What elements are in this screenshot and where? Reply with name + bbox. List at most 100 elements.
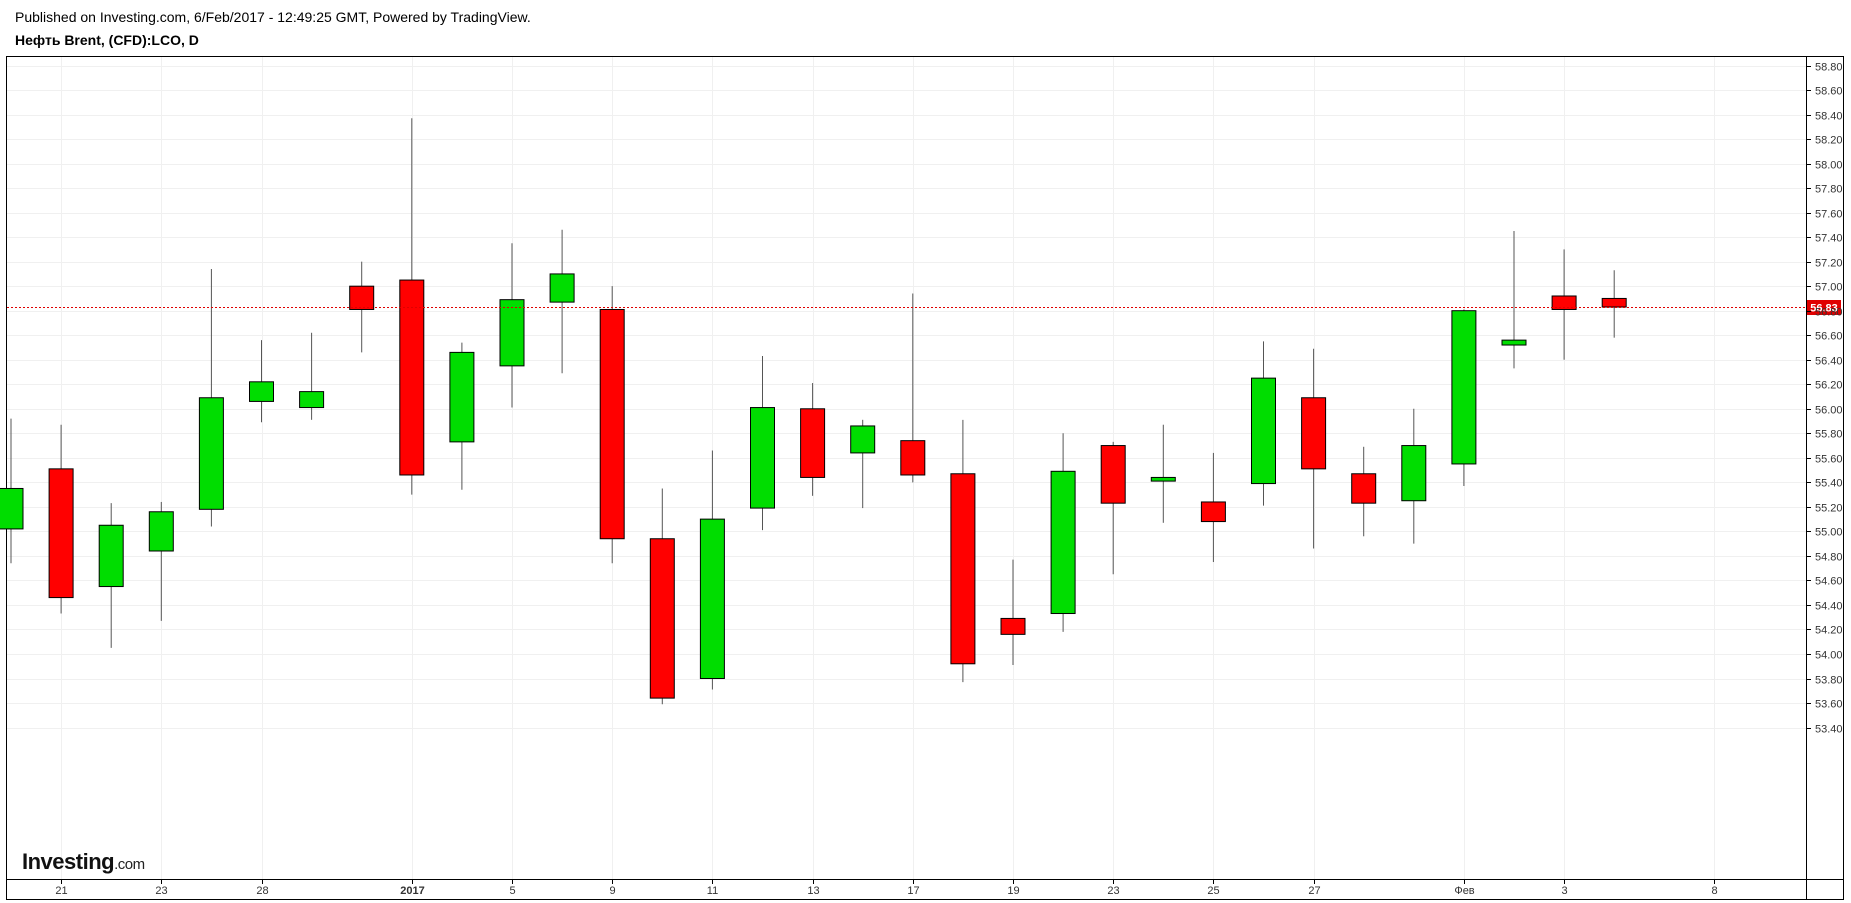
candle: [1551, 249, 1577, 360]
y-tick-label: 55.60: [1815, 454, 1843, 466]
published-line: Published on Investing.com, 6/Feb/2017 -…: [15, 9, 531, 25]
candle: [649, 488, 675, 705]
candle-body-up: [750, 407, 775, 509]
candle: [850, 419, 876, 509]
candle: [1351, 446, 1377, 537]
candle-body-up: [148, 511, 174, 552]
candle: [1100, 441, 1126, 575]
time-axis[interactable]: 21 23 28 2017 5 9 11 13 17 19 23 25 27 Фев 3 8: [55, 879, 1718, 897]
candle: [699, 450, 725, 690]
y-tick-label: 57.00: [1815, 282, 1843, 294]
candle-body-down: [399, 279, 425, 476]
candle-body-down: [900, 440, 926, 476]
y-tick-label: 55.00: [1815, 527, 1843, 539]
candle-body-down: [1351, 473, 1377, 504]
candle-body-down: [599, 308, 625, 540]
candle-body-up: [299, 391, 325, 409]
x-tick-label: 13: [807, 885, 819, 897]
y-tick-label: 54.60: [1815, 576, 1843, 588]
candle: [198, 269, 224, 527]
candle-body-down: [649, 538, 675, 699]
candle: [0, 418, 24, 564]
candle: [1150, 424, 1176, 523]
y-tick-label: 57.80: [1815, 184, 1843, 196]
y-tick-label: 54.00: [1815, 650, 1843, 662]
candle: [900, 293, 926, 483]
x-tick-label: 17: [907, 885, 919, 897]
candle: [148, 501, 174, 621]
candle: [1601, 270, 1627, 338]
candle-body-down: [1200, 501, 1226, 523]
candle-body-down: [1551, 295, 1577, 310]
candle-body-down: [349, 285, 375, 310]
y-tick-label: 56.40: [1815, 356, 1843, 368]
last-price-badge: [1807, 300, 1841, 315]
candle-body-down: [800, 408, 826, 478]
candle: [1251, 341, 1276, 506]
y-tick-label: 58.20: [1815, 135, 1843, 147]
y-tick-label: 56.80: [1815, 307, 1843, 319]
y-tick-label: 54.40: [1815, 601, 1843, 613]
y-tick-label: 55.80: [1815, 429, 1843, 441]
candle-body-up: [198, 397, 224, 510]
candle: [1501, 231, 1527, 369]
investing-logo: Investing.com: [22, 849, 145, 874]
last-price-label: 56.83: [1810, 303, 1838, 315]
x-tick-label: 8: [1711, 885, 1717, 897]
candle: [349, 261, 375, 353]
y-tick-label: 54.80: [1815, 552, 1843, 564]
candle: [98, 503, 124, 648]
x-tick-label: Фев: [1454, 885, 1474, 897]
logo-suffix: .com: [114, 856, 145, 873]
x-tick-label: 5: [509, 885, 515, 897]
x-tick-label: 2017: [400, 885, 424, 897]
candle-body-up: [0, 487, 24, 530]
instrument-title: Нефть Brent, (CFD):LCO, D: [15, 32, 199, 48]
y-tick-label: 58.40: [1815, 111, 1843, 123]
y-tick-label: 58.60: [1815, 86, 1843, 98]
candle-body-up: [1150, 476, 1176, 482]
candle-body-up: [850, 425, 876, 454]
y-tick-label: 54.20: [1815, 625, 1843, 637]
y-tick-label: 53.60: [1815, 699, 1843, 711]
x-tick-label: 21: [55, 885, 67, 897]
y-tick-label: 55.40: [1815, 478, 1843, 490]
candle-body-down: [950, 473, 976, 665]
y-tick-label: 56.20: [1815, 380, 1843, 392]
candle-body-down: [1301, 397, 1327, 470]
candle-body-down: [1000, 617, 1026, 635]
candle: [750, 356, 775, 531]
y-tick-label: 53.40: [1815, 724, 1843, 736]
price-axis[interactable]: 53.40 53.60 53.80 54.00 54.20 54.40 54.60 54.80…: [1806, 62, 1843, 736]
candle: [1401, 408, 1427, 544]
y-tick-label: 55.20: [1815, 503, 1843, 515]
candle-body-up: [699, 518, 725, 679]
candle: [1050, 433, 1076, 632]
y-tick-label: 56.60: [1815, 331, 1843, 343]
y-tick-label: 56.00: [1815, 405, 1843, 417]
candle: [449, 342, 475, 490]
candles: [0, 118, 1627, 705]
y-tick-label: 53.80: [1815, 675, 1843, 687]
candle: [1301, 348, 1327, 549]
candle-body-up: [449, 351, 475, 443]
candle: [48, 424, 74, 614]
candle: [499, 243, 525, 408]
x-tick-label: 28: [256, 885, 268, 897]
candle-body-up: [1401, 445, 1427, 502]
candle: [1451, 309, 1477, 487]
logo-brand: Investing: [22, 849, 114, 874]
y-tick-label: 57.60: [1815, 209, 1843, 221]
candle: [1000, 559, 1026, 666]
x-tick-label: 3: [1561, 885, 1567, 897]
candle-body-down: [48, 468, 74, 599]
candle-body-down: [1100, 445, 1126, 504]
candle: [299, 332, 325, 420]
x-tick-label: 25: [1207, 885, 1219, 897]
candle-body-down: [1601, 297, 1627, 308]
candle-body-up: [1251, 377, 1276, 485]
y-tick-label: 57.40: [1815, 233, 1843, 245]
x-tick-label: 19: [1007, 885, 1019, 897]
candle: [249, 340, 274, 423]
